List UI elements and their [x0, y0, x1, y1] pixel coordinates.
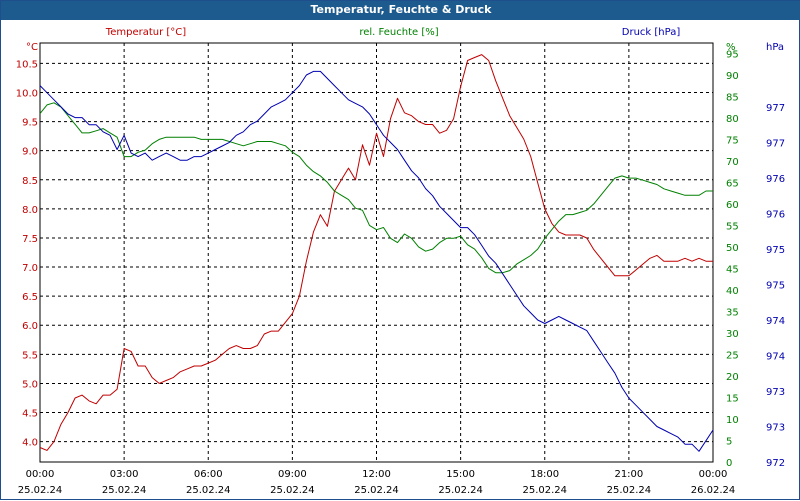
- humidity-tick-label: 5: [726, 436, 732, 447]
- temperature-tick-label: 5.5: [22, 350, 38, 361]
- pressure-tick-label: 977: [766, 103, 785, 114]
- temperature-tick-label: 10.0: [16, 88, 38, 99]
- x-tick-date: 25.02.24: [270, 485, 315, 496]
- temperature-tick-label: 9.5: [22, 118, 38, 129]
- humidity-tick-label: 20: [726, 372, 739, 383]
- pressure-axis-title: Druck [hPa]: [622, 27, 681, 38]
- x-tick-date: 25.02.24: [607, 485, 652, 496]
- humidity-tick-label: 60: [726, 200, 739, 211]
- humidity-tick-label: 90: [726, 71, 739, 82]
- temperature-tick-label: 9.0: [22, 147, 38, 158]
- x-tick-time: 03:00: [110, 469, 139, 480]
- temperature-tick-label: 6.0: [22, 321, 38, 332]
- x-tick-time: 09:00: [278, 469, 307, 480]
- temperature-tick-label: 4.5: [22, 409, 38, 420]
- humidity-tick-label: 10: [726, 415, 739, 426]
- humidity-tick-label: 0: [726, 458, 732, 469]
- humidity-tick-label: 95: [726, 49, 739, 60]
- temperature-tick-label: 7.5: [22, 234, 38, 245]
- humidity-tick-label: 50: [726, 243, 739, 254]
- x-tick-date: 25.02.24: [18, 485, 63, 496]
- pressure-tick-label: 976: [766, 209, 785, 220]
- temperature-tick-label: 7.0: [22, 263, 38, 274]
- x-tick-time: 00:00: [699, 469, 728, 480]
- humidity-tick-label: 30: [726, 329, 739, 340]
- humidity-tick-label: 35: [726, 307, 739, 318]
- humidity-tick-label: 65: [726, 178, 739, 189]
- window-title: Temperatur, Feuchte & Druck: [1, 1, 800, 20]
- humidity-tick-label: 40: [726, 286, 739, 297]
- pressure-series-line: [39, 70, 714, 452]
- pressure-tick-label: 973: [766, 422, 785, 433]
- humidity-tick-label: 75: [726, 135, 739, 146]
- x-tick-time: 06:00: [194, 469, 223, 480]
- plot-frame: [39, 42, 714, 463]
- x-tick-time: 18:00: [530, 469, 559, 480]
- temperature-tick-label: 6.5: [22, 292, 38, 303]
- humidity-tick-label: 15: [726, 393, 739, 404]
- x-tick-date: 25.02.24: [354, 485, 399, 496]
- pressure-tick-label: 975: [766, 245, 785, 256]
- humidity-unit-label: %: [726, 42, 736, 53]
- x-tick-labels: 00:00 25.02.24 03:00 25.02.24 06:00 25.02.24 0…: [18, 469, 736, 496]
- x-tick-time: 00:00: [26, 469, 55, 480]
- pressure-tick-label: 974: [766, 316, 785, 327]
- pressure-unit-label: hPa: [766, 42, 784, 53]
- x-tick-time: 15:00: [446, 469, 475, 480]
- humidity-tick-label: 45: [726, 264, 739, 275]
- x-tick-time: 12:00: [362, 469, 391, 480]
- temperature-tick-label: 10.5: [16, 59, 38, 70]
- temperature-tick-label: 4.0: [22, 438, 38, 449]
- temperature-unit-label: °C: [26, 42, 38, 53]
- humidity-series-line: [39, 102, 713, 274]
- temperature-tick-label: 5.0: [22, 379, 38, 390]
- humidity-tick-label: 55: [726, 221, 739, 232]
- temperature-tick-label: 8.5: [22, 176, 38, 187]
- pressure-tick-label: 976: [766, 174, 785, 185]
- x-tick-date: 25.02.24: [102, 485, 147, 496]
- y-tick-labels: 4.0 4.5 5.0 5.5 6.0 6.5 7.0 7.5 8.0 8.5 9.0 9.5 10.0…: [16, 49, 785, 469]
- x-tick-date: 26.02.24: [691, 485, 736, 496]
- humidity-tick-label: 85: [726, 92, 739, 103]
- pressure-tick-label: 975: [766, 280, 785, 291]
- pressure-tick-label: 973: [766, 387, 785, 398]
- humidity-tick-label: 80: [726, 114, 739, 125]
- pressure-tick-label: 974: [766, 351, 785, 362]
- x-tick-date: 25.02.24: [186, 485, 231, 496]
- temperature-axis-title: Temperatur [°C]: [105, 27, 186, 38]
- pressure-tick-label: 977: [766, 138, 785, 149]
- humidity-axis-title: rel. Feuchte [%]: [359, 27, 438, 38]
- x-tick-date: 25.02.24: [522, 485, 567, 496]
- humidity-tick-label: 70: [726, 157, 739, 168]
- temperature-series-line: [39, 54, 713, 451]
- humidity-tick-label: 25: [726, 350, 739, 361]
- pressure-tick-label: 972: [766, 458, 785, 469]
- x-tick-date: 25.02.24: [438, 485, 483, 496]
- series-lines: [39, 54, 714, 452]
- temperature-tick-label: 8.0: [22, 205, 38, 216]
- x-tick-time: 21:00: [614, 469, 643, 480]
- grid-lines: [40, 43, 713, 462]
